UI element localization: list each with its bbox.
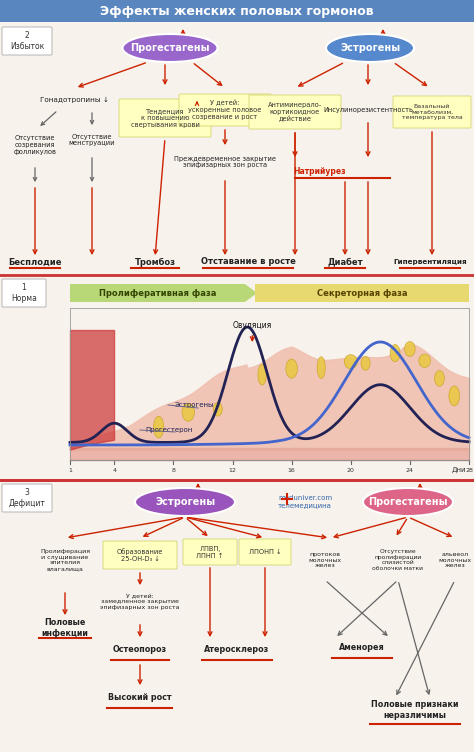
Bar [0,0,474,22]
Text: Дни: Дни [452,467,466,473]
Ellipse shape [258,364,266,385]
FancyArrow shape [70,284,257,302]
Text: 20: 20 [347,468,355,472]
Text: 1: 1 [68,468,72,472]
Text: У детей:
замедленное закрытие
эпифизарных зон роста: У детей: замедленное закрытие эпифизарны… [100,593,180,611]
Text: ЛПВП,
ЛПНП ↑: ЛПВП, ЛПНП ↑ [196,545,224,559]
Text: ЛПОНП ↓: ЛПОНП ↓ [249,549,281,555]
Ellipse shape [390,344,400,362]
Text: 3
Дефицит: 3 Дефицит [9,488,46,508]
FancyBboxPatch shape [103,541,177,569]
FancyBboxPatch shape [249,95,341,129]
Ellipse shape [122,34,218,62]
FancyBboxPatch shape [183,539,237,565]
Text: Отсутствие
созревания
фолликулов: Отсутствие созревания фолликулов [13,135,56,155]
Text: Инсулинорезистентность: Инсулинорезистентность [323,107,413,113]
FancyBboxPatch shape [393,96,471,128]
Bar [70,308,469,460]
Bar [255,284,469,302]
Ellipse shape [344,355,357,368]
Text: протоков
молочных
желез: протоков молочных желез [309,552,342,569]
Text: Овуляция: Овуляция [233,320,272,329]
Ellipse shape [154,417,164,438]
Text: 16: 16 [288,468,296,472]
Ellipse shape [326,34,414,62]
Text: Гонадотропины ↓: Гонадотропины ↓ [40,97,109,103]
FancyBboxPatch shape [239,539,291,565]
FancyBboxPatch shape [179,94,271,126]
Ellipse shape [213,402,222,416]
Text: Тромбоз: Тромбоз [135,257,175,266]
FancyBboxPatch shape [119,99,211,137]
Text: Гипервентиляция: Гипервентиляция [393,259,467,265]
Ellipse shape [182,403,194,421]
Text: 1
Норма: 1 Норма [11,284,37,303]
Ellipse shape [449,386,460,406]
Text: Базальный
метаболизм,
температура тела: Базальный метаболизм, температура тела [401,104,462,120]
Text: Эстрогены: Эстрогены [175,402,215,408]
Text: 28: 28 [465,468,473,472]
Text: Пролиферативная фаза: Пролиферативная фаза [99,289,216,298]
Text: 12: 12 [228,468,237,472]
Text: 8: 8 [172,468,175,472]
Text: Эстрогены: Эстрогены [155,497,215,507]
Text: Эффекты женских половых гормонов: Эффекты женских половых гормонов [100,5,374,17]
Ellipse shape [435,371,444,387]
Text: Пролиферация
и слущивание
эпителия
влагалища: Пролиферация и слущивание эпителия влага… [40,549,90,572]
Text: Отсутствие
пролиферации
слизистой
оболочки матки: Отсутствие пролиферации слизистой оболоч… [373,549,423,572]
Text: У детей:
ускоренные половое
созревание и рост: У детей: ускоренные половое созревание и… [188,100,262,120]
Text: Диабет: Диабет [327,257,363,266]
Text: Антиминерало-
кортикоидное
действие: Антиминерало- кортикоидное действие [268,102,322,123]
Ellipse shape [363,488,453,516]
Text: Отсутствие
менструации: Отсутствие менструации [69,134,115,147]
Text: Секреторная фаза: Секреторная фаза [317,289,407,298]
Text: Половые признаки
неразличимы: Половые признаки неразличимы [371,700,459,720]
Text: Прогестерон: Прогестерон [145,427,192,433]
Text: Высокий рост: Высокий рост [108,693,172,702]
FancyBboxPatch shape [2,279,46,307]
Ellipse shape [361,356,370,370]
Text: Образование
25-OH-D₃ ↓: Образование 25-OH-D₃ ↓ [117,548,163,562]
Text: 2
Избыток: 2 Избыток [10,32,44,50]
Text: Аменорея: Аменорея [339,644,385,653]
Ellipse shape [317,356,325,378]
Ellipse shape [405,341,415,356]
Text: Отставание в росте: Отставание в росте [201,257,295,266]
Text: meduniver.com
телемедицина: meduniver.com телемедицина [278,496,332,508]
Text: Половые
инфекции: Половые инфекции [42,618,89,638]
Ellipse shape [419,354,430,368]
Text: Остеопороз: Остеопороз [113,645,167,654]
Text: альвеол
молочных
желез: альвеол молочных желез [438,552,472,569]
Text: Атеросклероз: Атеросклероз [204,645,270,654]
Text: Бесплодие: Бесплодие [8,257,62,266]
FancyBboxPatch shape [2,484,52,512]
Text: Тенденция
к повышению
свертывания крови: Тенденция к повышению свертывания крови [130,108,200,128]
FancyBboxPatch shape [2,27,52,55]
Text: 24: 24 [406,468,414,472]
Ellipse shape [135,488,235,516]
Ellipse shape [286,359,298,378]
Text: 4: 4 [112,468,116,472]
Text: Прогестагены: Прогестагены [368,497,448,507]
Text: Прогестагены: Прогестагены [130,43,210,53]
Text: Эстрогены: Эстрогены [340,43,400,53]
Text: Преждевременное закрытие
эпифизарных зон роста: Преждевременное закрытие эпифизарных зон… [174,156,276,168]
Text: Натрийурез: Натрийурез [294,168,346,177]
